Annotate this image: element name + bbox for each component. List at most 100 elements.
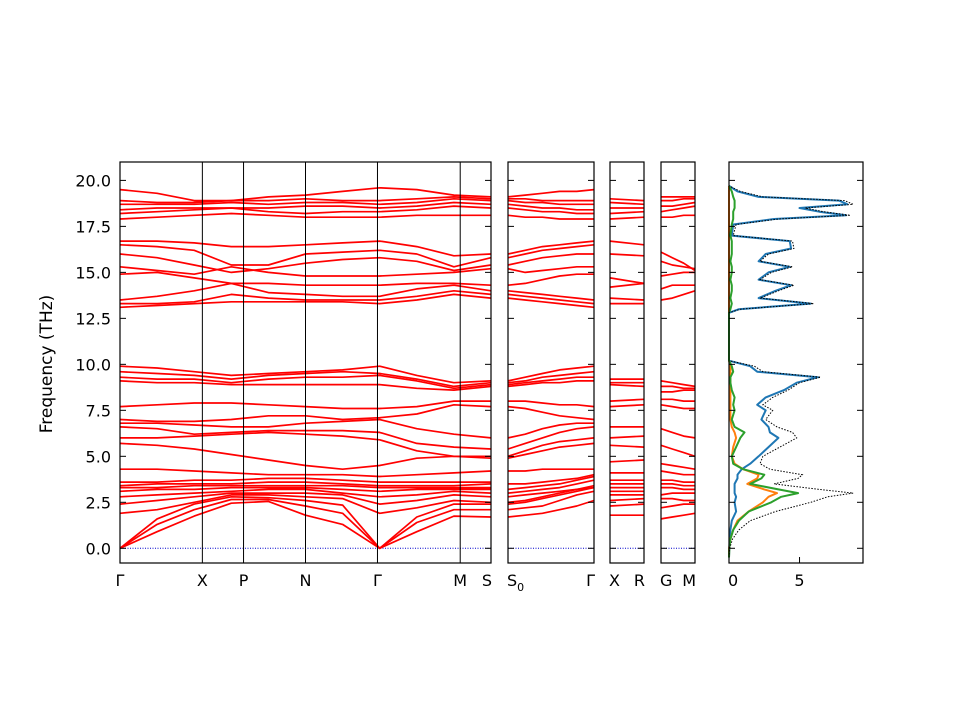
band-line <box>508 468 594 472</box>
x-tick-label: M <box>682 571 696 590</box>
panel-frame <box>728 161 864 564</box>
band-line <box>507 188 595 198</box>
band-line <box>661 214 695 219</box>
y-tick-label: 5.0 <box>86 447 111 466</box>
band-line <box>660 427 696 439</box>
band-line <box>507 214 594 220</box>
band-line <box>609 444 645 448</box>
band-line <box>508 197 594 202</box>
x-tick-label: Γ <box>373 571 382 590</box>
band-line <box>609 216 645 220</box>
band-line <box>507 289 595 301</box>
band-line <box>507 243 595 259</box>
x-tick-label: X <box>197 571 208 590</box>
band-line <box>507 265 594 274</box>
band-line <box>507 203 594 211</box>
band-line <box>507 370 595 384</box>
band-line <box>609 282 645 288</box>
band-line <box>507 422 594 439</box>
band-line <box>609 297 645 301</box>
band-line <box>609 277 645 285</box>
band-line <box>609 459 645 463</box>
band-line <box>609 240 645 246</box>
band-line <box>609 197 645 202</box>
band-line <box>661 197 695 202</box>
band-line <box>507 376 594 386</box>
band-line <box>660 271 695 277</box>
band-line <box>609 398 645 402</box>
panel-frame <box>507 161 595 564</box>
band-line <box>661 389 695 393</box>
band-line <box>507 486 595 505</box>
x-tick-label: Γ <box>586 571 595 590</box>
y-tick-label: 12.5 <box>75 309 111 328</box>
dos-series-2 <box>728 185 778 558</box>
band-line <box>660 251 696 272</box>
dos-x-tick-label: 5 <box>794 571 804 590</box>
band-line <box>609 503 645 507</box>
band-line <box>507 293 595 305</box>
band-line <box>507 240 595 255</box>
y-tick-label: 0.0 <box>86 539 111 558</box>
band-line <box>609 210 645 215</box>
band-line <box>507 253 594 266</box>
band-line <box>661 483 695 487</box>
band-line <box>660 205 696 213</box>
band-line <box>507 437 595 458</box>
y-tick-label: 15.0 <box>75 263 111 282</box>
band-line <box>660 462 696 471</box>
band-panel-2: S0 Γ <box>507 161 595 594</box>
band-line <box>508 400 595 408</box>
y-tick-label: 2.5 <box>86 493 111 512</box>
band-line <box>507 405 595 421</box>
band-line <box>660 403 695 410</box>
band-line <box>507 490 595 511</box>
band-line <box>609 201 645 206</box>
x-tick-label: S0 <box>507 571 524 594</box>
y-tick-label: 17.5 <box>75 217 111 236</box>
y-tick-label: 10.0 <box>75 355 111 374</box>
x-tick-label: Γ <box>116 571 125 590</box>
band-line <box>661 385 695 390</box>
band-line <box>660 289 696 301</box>
band-line <box>507 380 594 388</box>
x-tick-label: M <box>453 571 467 590</box>
dos-series-3 <box>728 185 800 558</box>
panel-frame <box>660 161 696 564</box>
x-tick-label: N <box>300 571 312 590</box>
y-tick-labels: 0.0 2.5 5.0 7.5 10.0 12.5 15.0 17.5 20.0 <box>75 171 111 558</box>
x-tick-label: G <box>660 571 672 590</box>
y-tick-label: 7.5 <box>86 401 111 420</box>
band-line <box>660 512 696 520</box>
band-line <box>609 403 645 408</box>
dos-series-1 <box>728 185 849 558</box>
band-line <box>507 475 595 491</box>
band-line <box>660 503 695 509</box>
band-line <box>609 253 645 257</box>
band-line <box>507 207 594 215</box>
dos-total-line <box>728 185 854 558</box>
band-line <box>660 284 695 290</box>
y-axis-label: Frequency (THz) <box>37 295 57 434</box>
band-line <box>660 444 696 458</box>
band-line <box>661 201 696 207</box>
band-line <box>661 398 695 402</box>
x-tick-label: S <box>482 571 492 590</box>
band-line <box>507 297 595 309</box>
band-line <box>609 383 645 388</box>
band-line <box>661 497 695 502</box>
chart-panels: Γ X P N Γ M S S0 Γ X R G M 0 5 <box>116 161 864 594</box>
x-tick-label: X <box>609 571 620 590</box>
band-line <box>660 492 695 496</box>
band-line <box>507 486 595 498</box>
x-tick-label: P <box>239 571 249 590</box>
panel-frame <box>609 161 645 564</box>
y-tick-label: 20.0 <box>75 171 111 190</box>
band-line <box>609 497 645 502</box>
dos-x-tick-label: 0 <box>728 571 738 590</box>
band-line <box>508 473 595 485</box>
